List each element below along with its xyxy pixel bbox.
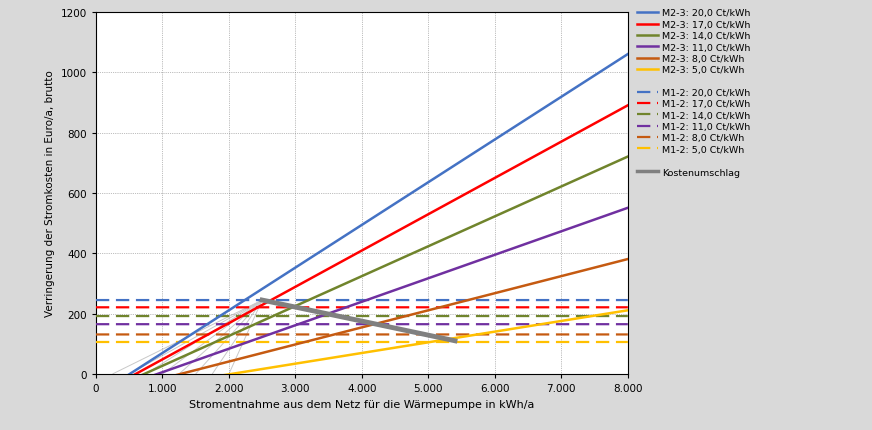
Y-axis label: Verringerung der Stromkosten in Euro/a, brutto: Verringerung der Stromkosten in Euro/a, … — [45, 71, 55, 316]
X-axis label: Stromentnahme aus dem Netz für die Wärmepumpe in kWh/a: Stromentnahme aus dem Netz für die Wärme… — [189, 399, 535, 408]
Legend: M2-3: 20,0 Ct/kWh, M2-3: 17,0 Ct/kWh, M2-3: 14,0 Ct/kWh, M2-3: 11,0 Ct/kWh, M2-3: M2-3: 20,0 Ct/kWh, M2-3: 17,0 Ct/kWh, M2… — [633, 6, 754, 181]
